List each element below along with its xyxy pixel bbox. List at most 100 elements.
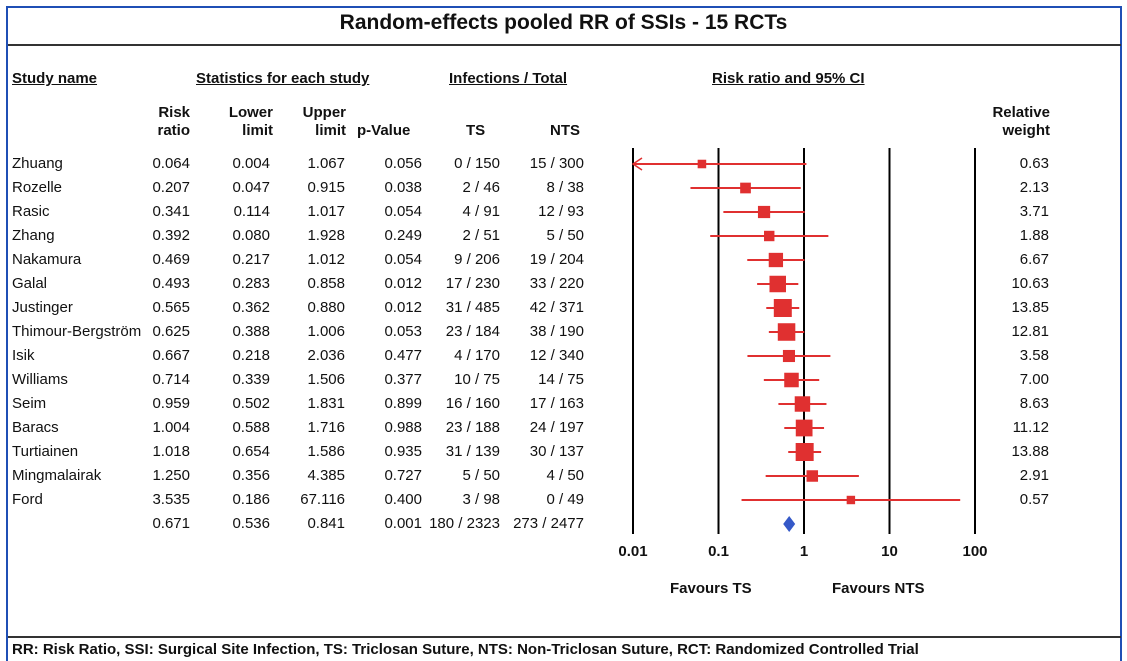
upper-limit-cell: 67.116 xyxy=(300,491,345,508)
study-name-cell: Ford xyxy=(12,491,43,508)
p-value-cell: 0.400 xyxy=(384,491,422,508)
upper-limit-cell: 1.506 xyxy=(307,371,345,388)
upper-limit-cell: 1.928 xyxy=(307,227,345,244)
study-point-marker xyxy=(768,252,784,268)
nts-infections-cell: 0 / 49 xyxy=(546,491,584,508)
nts-column-header: NTS xyxy=(550,122,580,139)
risk-ratio-cell: 1.004 xyxy=(152,419,190,436)
x-tick-label: 0.01 xyxy=(618,543,647,560)
upper-limit-cell: 1.586 xyxy=(307,443,345,460)
study-name-cell: Baracs xyxy=(12,419,59,436)
favours-nts-label: Favours NTS xyxy=(832,580,925,597)
study-point-marker xyxy=(777,323,796,341)
p-value-cell: 0.935 xyxy=(384,443,422,460)
p-value-cell: 0.054 xyxy=(384,251,422,268)
ts-infections-cell: 3 / 98 xyxy=(462,491,500,508)
nts-infections-cell: 17 / 163 xyxy=(529,395,584,412)
lower-limit-cell: 0.004 xyxy=(232,155,270,172)
ci-truncation-arrow xyxy=(631,157,643,171)
x-tick-label: 1 xyxy=(800,543,808,560)
nts-infections-cell: 33 / 220 xyxy=(529,275,584,292)
summary-upper-limit-cell: 0.841 xyxy=(307,515,345,532)
p-value-cell: 0.012 xyxy=(384,299,422,316)
study-point-marker xyxy=(784,372,799,388)
p-value-cell: 0.899 xyxy=(384,395,422,412)
study-name-cell: Zhuang xyxy=(12,155,63,172)
upper-limit-cell: 0.915 xyxy=(307,179,345,196)
infections-header: Infections / Total xyxy=(449,70,568,87)
pooled-estimate-diamond xyxy=(783,516,796,532)
lower-limit-cell: 0.654 xyxy=(232,443,270,460)
relative-weight-cell: 6.67 xyxy=(1019,251,1049,268)
figure-border xyxy=(6,6,1122,661)
study-name-cell: Mingmalairak xyxy=(12,467,102,484)
relative-weight-column-header: Relative weight xyxy=(992,104,1050,139)
nts-infections-cell: 30 / 137 xyxy=(529,443,584,460)
nts-infections-cell: 15 / 300 xyxy=(529,155,584,172)
title-divider xyxy=(8,44,1121,46)
relative-weight-cell: 11.12 xyxy=(1012,419,1049,436)
study-point-marker xyxy=(782,349,796,363)
nts-infections-cell: 42 / 371 xyxy=(529,299,584,316)
relative-weight-cell: 1.88 xyxy=(1019,227,1049,244)
footnote-divider xyxy=(8,636,1121,638)
upper-limit-cell: 0.858 xyxy=(307,275,345,292)
upper-limit-cell: 0.880 xyxy=(307,299,345,316)
footnote: RR: Risk Ratio, SSI: Surgical Site Infec… xyxy=(12,641,919,658)
nts-infections-cell: 38 / 190 xyxy=(529,323,584,340)
p-value-cell: 0.012 xyxy=(384,275,422,292)
risk-ratio-cell: 0.341 xyxy=(152,203,190,220)
risk-ratio-cell: 3.535 xyxy=(152,491,190,508)
ts-infections-cell: 17 / 230 xyxy=(445,275,500,292)
relative-weight-cell: 12.81 xyxy=(1011,323,1049,340)
relative-weight-cell: 8.63 xyxy=(1019,395,1049,412)
nts-infections-cell: 24 / 197 xyxy=(529,419,584,436)
relative-weight-cell: 2.91 xyxy=(1019,467,1049,484)
summary-nts-infections-cell: 273 / 2477 xyxy=(513,515,584,532)
p-value-column-header: p-Value xyxy=(357,122,411,139)
ts-infections-cell: 16 / 160 xyxy=(445,395,500,412)
relative-weight-cell: 0.57 xyxy=(1019,491,1049,508)
relative-weight-cell: 2.13 xyxy=(1019,179,1049,196)
study-point-marker xyxy=(806,470,819,482)
statistics-header: Statistics for each study xyxy=(196,70,370,87)
risk-ratio-cell: 1.018 xyxy=(152,443,190,460)
relative-weight-cell: 13.85 xyxy=(1011,299,1049,316)
ts-infections-cell: 4 / 91 xyxy=(462,203,500,220)
study-point-marker xyxy=(757,205,771,219)
p-value-cell: 0.038 xyxy=(384,179,422,196)
ts-infections-cell: 23 / 184 xyxy=(445,323,500,340)
upper-limit-cell: 1.831 xyxy=(307,395,345,412)
upper-limit-cell: 1.017 xyxy=(307,203,345,220)
relative-weight-cell: 7.00 xyxy=(1019,371,1049,388)
study-point-marker xyxy=(794,396,811,412)
study-point-marker xyxy=(846,495,856,505)
upper-limit-column-header: Upper limit xyxy=(302,104,346,139)
nts-infections-cell: 19 / 204 xyxy=(529,251,584,268)
lower-limit-cell: 0.218 xyxy=(232,347,270,364)
study-name-cell: Galal xyxy=(12,275,48,292)
lower-limit-cell: 0.217 xyxy=(232,251,270,268)
study-name-cell: Rozelle xyxy=(12,179,63,196)
summary-lower-limit-cell: 0.536 xyxy=(232,515,270,532)
study-name-cell: Isik xyxy=(12,347,35,364)
relative-weight-cell: 0.63 xyxy=(1019,155,1049,172)
lower-limit-cell: 0.339 xyxy=(232,371,270,388)
p-value-cell: 0.477 xyxy=(384,347,422,364)
relative-weight-cell: 10.63 xyxy=(1011,275,1049,292)
study-name-cell: Nakamura xyxy=(12,251,82,268)
ts-infections-cell: 2 / 51 xyxy=(462,227,500,244)
ts-infections-cell: 31 / 485 xyxy=(445,299,500,316)
ts-infections-cell: 23 / 188 xyxy=(445,419,500,436)
risk-ratio-column-header: Risk ratio xyxy=(157,104,190,139)
nts-infections-cell: 14 / 75 xyxy=(538,371,584,388)
study-name-cell: Seim xyxy=(12,395,47,412)
lower-limit-cell: 0.588 xyxy=(232,419,270,436)
lower-limit-column-header: Lower limit xyxy=(228,104,273,139)
lower-limit-cell: 0.502 xyxy=(232,395,270,412)
study-point-marker xyxy=(795,419,813,437)
relative-weight-cell: 3.58 xyxy=(1019,347,1049,364)
study-name-cell: Rasic xyxy=(12,203,50,220)
ts-infections-cell: 5 / 50 xyxy=(462,467,500,484)
